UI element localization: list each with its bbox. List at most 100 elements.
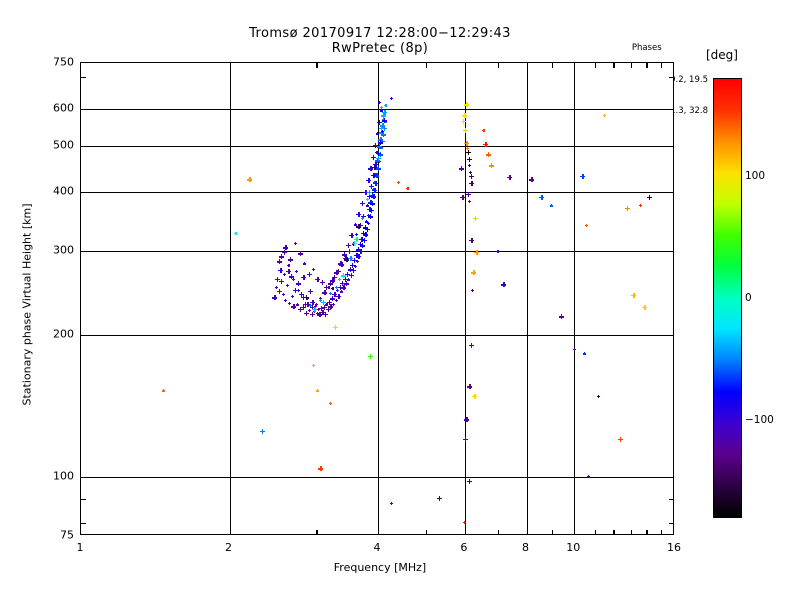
x-tick (661, 63, 662, 68)
y-tick (666, 335, 673, 336)
y-tick-label: 75 (34, 529, 74, 542)
y-tick (81, 499, 86, 500)
data-point (284, 299, 287, 302)
x-tick (426, 530, 427, 535)
x-tick (613, 63, 614, 68)
data-point (312, 268, 315, 271)
data-point (298, 251, 303, 256)
data-point (352, 241, 357, 246)
data-point (366, 204, 369, 207)
data-point (321, 300, 326, 305)
data-point (550, 204, 553, 207)
x-axis-title: Frequency [MHz] (0, 561, 760, 574)
gridline-y (81, 251, 673, 252)
data-point (390, 502, 393, 505)
data-point (406, 187, 409, 190)
data-point (303, 262, 306, 265)
x-tick (316, 530, 317, 535)
data-point (288, 257, 293, 262)
data-point (373, 143, 378, 148)
data-point (332, 303, 335, 306)
data-point (341, 273, 346, 278)
data-point (469, 238, 474, 243)
colorbar-tick-label: 0 (745, 292, 752, 304)
data-point (247, 177, 252, 182)
data-point (380, 106, 383, 109)
data-point (464, 141, 469, 146)
data-point (464, 102, 469, 107)
data-point (318, 466, 323, 471)
data-point (333, 325, 338, 330)
data-point (459, 166, 464, 171)
data-point (639, 204, 642, 207)
data-point (335, 286, 338, 289)
data-point (587, 475, 590, 478)
x-tick-label: 8 (522, 541, 529, 554)
data-point (366, 178, 371, 183)
data-point (356, 254, 361, 259)
y-tick-label: 600 (34, 101, 74, 114)
data-point (291, 295, 294, 298)
data-point (356, 224, 361, 229)
data-point (382, 118, 387, 123)
data-point (312, 364, 315, 367)
data-point (347, 278, 350, 281)
y-tick (666, 146, 673, 147)
x-tick (230, 527, 231, 534)
data-point (474, 250, 479, 255)
colorbar (713, 78, 742, 518)
data-point (471, 289, 474, 292)
x-tick-label: 1 (77, 541, 84, 554)
data-point (631, 293, 636, 298)
data-point (282, 250, 287, 255)
data-point (380, 109, 383, 112)
x-tick (595, 63, 596, 68)
data-point (338, 278, 341, 281)
y-tick (81, 192, 88, 193)
data-point (469, 174, 474, 179)
x-tick (378, 527, 379, 534)
data-point (573, 348, 576, 351)
data-point (496, 250, 499, 253)
y-tick (81, 109, 88, 110)
data-point (376, 156, 381, 161)
data-point (463, 437, 468, 442)
x-tick (552, 530, 553, 535)
data-point (618, 437, 623, 442)
gridline-y (81, 477, 673, 478)
x-tick-label: 2 (225, 541, 232, 554)
data-point (260, 429, 265, 434)
data-point (330, 278, 335, 283)
y-tick (669, 77, 674, 78)
data-point (539, 195, 544, 200)
data-point (329, 402, 332, 405)
data-point (322, 290, 327, 295)
data-point (363, 232, 368, 237)
x-tick (316, 63, 317, 68)
data-point (368, 214, 373, 219)
x-tick (465, 527, 466, 534)
colorbar-tick-label: 100 (745, 170, 765, 182)
figure: Tromsø 20170917 12:28:00−12:29:43 RwPret… (0, 0, 800, 600)
data-point (360, 243, 365, 248)
data-point (462, 113, 467, 118)
data-point (286, 269, 291, 274)
data-point (482, 129, 485, 132)
data-point (625, 206, 630, 211)
data-point (369, 208, 374, 213)
data-point (312, 307, 317, 312)
x-tick (498, 530, 499, 535)
x-tick (527, 63, 528, 70)
data-point (464, 417, 469, 422)
data-point (307, 272, 312, 277)
data-point (356, 260, 359, 263)
data-point (467, 157, 472, 162)
x-tick (426, 63, 427, 68)
data-point (378, 140, 383, 145)
x-tick (574, 63, 575, 70)
data-point (304, 295, 309, 300)
data-point (369, 184, 374, 189)
x-tick-label: 10 (566, 541, 580, 554)
y-axis-title: Stationary phase Virtual Height [km] (21, 125, 34, 485)
data-point (360, 201, 365, 206)
